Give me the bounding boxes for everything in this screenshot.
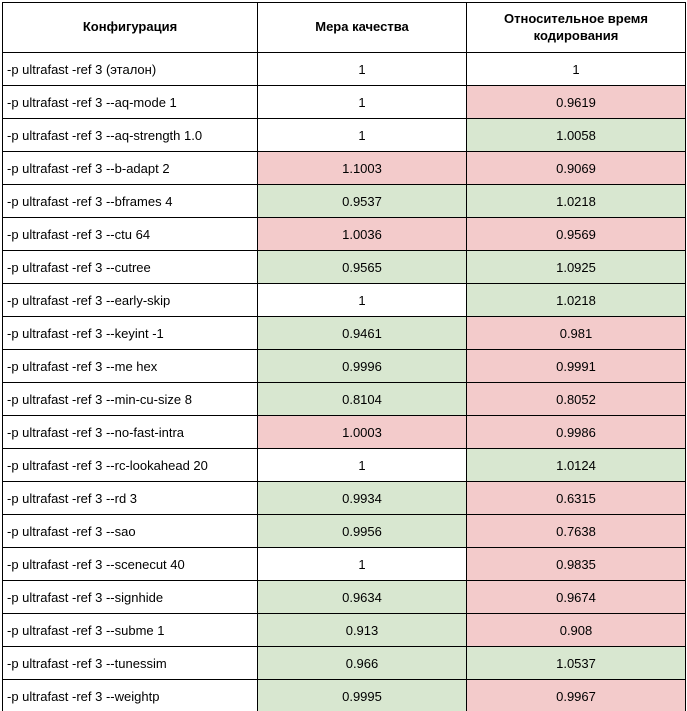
- time-value-cell: 0.7638: [466, 514, 686, 548]
- quality-value-cell: 1: [257, 448, 467, 482]
- time-value-cell: 0.6315: [466, 481, 686, 515]
- config-cell: -p ultrafast -ref 3 --aq-strength 1.0: [2, 118, 258, 152]
- quality-value-cell: 0.8104: [257, 382, 467, 416]
- table-row: -p ultrafast -ref 3 --cutree 0.9565 1.0925: [2, 250, 686, 284]
- time-value-cell: 0.9986: [466, 415, 686, 449]
- time-value-cell: 0.908: [466, 613, 686, 647]
- table-row: -p ultrafast -ref 3 --aq-strength 1.0 1 1.…: [2, 118, 686, 152]
- config-cell: -p ultrafast -ref 3 --weightp: [2, 679, 258, 711]
- config-cell: -p ultrafast -ref 3 --me hex: [2, 349, 258, 383]
- table-row: -p ultrafast -ref 3 (эталон) 1 1: [2, 52, 686, 86]
- table-row: -p ultrafast -ref 3 --me hex 0.9996 0.9991: [2, 349, 686, 383]
- table-row: -p ultrafast -ref 3 --subme 1 0.913 0.908: [2, 613, 686, 647]
- time-value-cell: 0.9967: [466, 679, 686, 711]
- time-value-cell: 1.0218: [466, 283, 686, 317]
- table-row: -p ultrafast -ref 3 --no-fast-intra 1.000…: [2, 415, 686, 449]
- config-cell: -p ultrafast -ref 3 --signhide: [2, 580, 258, 614]
- table-row: -p ultrafast -ref 3 --tunessim 0.966 1.053…: [2, 646, 686, 680]
- quality-value-cell: 1.0003: [257, 415, 467, 449]
- time-value-cell: 0.981: [466, 316, 686, 350]
- config-cell: -p ultrafast -ref 3 --scenecut 40: [2, 547, 258, 581]
- config-cell: -p ultrafast -ref 3 --keyint -1: [2, 316, 258, 350]
- quality-value-cell: 1: [257, 547, 467, 581]
- config-cell: -p ultrafast -ref 3 --b-adapt 2: [2, 151, 258, 185]
- table-row: -p ultrafast -ref 3 --rc-lookahead 20 1 1.…: [2, 448, 686, 482]
- table-row: -p ultrafast -ref 3 --min-cu-size 8 0.810…: [2, 382, 686, 416]
- config-cell: -p ultrafast -ref 3 --subme 1: [2, 613, 258, 647]
- quality-value-cell: 0.9565: [257, 250, 467, 284]
- time-value-cell: 1.0925: [466, 250, 686, 284]
- time-value-cell: 1.0218: [466, 184, 686, 218]
- quality-value-cell: 0.9537: [257, 184, 467, 218]
- quality-value-cell: 1: [257, 52, 467, 86]
- quality-value-cell: 0.9634: [257, 580, 467, 614]
- config-cell: -p ultrafast -ref 3 --tunessim: [2, 646, 258, 680]
- quality-value-cell: 0.9461: [257, 316, 467, 350]
- config-cell: -p ultrafast -ref 3 --min-cu-size 8: [2, 382, 258, 416]
- quality-value-cell: 0.9956: [257, 514, 467, 548]
- quality-value-cell: 1.0036: [257, 217, 467, 251]
- config-cell: -p ultrafast -ref 3 --ctu 64: [2, 217, 258, 251]
- table-row: -p ultrafast -ref 3 --keyint -1 0.9461 0.9…: [2, 316, 686, 350]
- table-row: -p ultrafast -ref 3 --aq-mode 1 1 0.9619: [2, 85, 686, 119]
- time-value-cell: 1.0058: [466, 118, 686, 152]
- time-value-cell: 1.0124: [466, 448, 686, 482]
- time-value-cell: 1.0537: [466, 646, 686, 680]
- table-row: -p ultrafast -ref 3 --sao 0.9956 0.7638: [2, 514, 686, 548]
- time-value-cell: 0.9619: [466, 85, 686, 119]
- time-value-cell: 0.9069: [466, 151, 686, 185]
- quality-value-cell: 0.966: [257, 646, 467, 680]
- column-header-relative-encoding-time: Относительное время кодирования: [466, 2, 686, 53]
- table-row: -p ultrafast -ref 3 --signhide 0.9634 0.96…: [2, 580, 686, 614]
- quality-value-cell: 0.913: [257, 613, 467, 647]
- table-row: -p ultrafast -ref 3 --bframes 4 0.9537 1.0…: [2, 184, 686, 218]
- table-body: -p ultrafast -ref 3 (эталон) 1 1 -p ultrafa…: [2, 52, 686, 711]
- quality-value-cell: 1: [257, 118, 467, 152]
- quality-value-cell: 0.9996: [257, 349, 467, 383]
- table-row: -p ultrafast -ref 3 --rd 3 0.9934 0.6315: [2, 481, 686, 515]
- quality-value-cell: 1.1003: [257, 151, 467, 185]
- table-row: -p ultrafast -ref 3 --scenecut 40 1 0.9835: [2, 547, 686, 581]
- time-value-cell: 0.9835: [466, 547, 686, 581]
- config-cell: -p ultrafast -ref 3 (эталон): [2, 52, 258, 86]
- column-header-configuration: Конфигурация: [2, 2, 258, 53]
- config-cell: -p ultrafast -ref 3 --bframes 4: [2, 184, 258, 218]
- header-row: Конфигурация Мера качества Относительное…: [2, 2, 686, 53]
- config-cell: -p ultrafast -ref 3 --rd 3: [2, 481, 258, 515]
- table-row: -p ultrafast -ref 3 --early-skip 1 1.0218: [2, 283, 686, 317]
- time-value-cell: 0.9674: [466, 580, 686, 614]
- table-header: Конфигурация Мера качества Относительное…: [2, 2, 686, 53]
- time-value-cell: 0.9569: [466, 217, 686, 251]
- table-row: -p ultrafast -ref 3 --weightp 0.9995 0.996…: [2, 679, 686, 711]
- quality-value-cell: 1: [257, 283, 467, 317]
- time-value-cell: 1: [466, 52, 686, 86]
- time-value-cell: 0.9991: [466, 349, 686, 383]
- table-row: -p ultrafast -ref 3 --b-adapt 2 1.1003 0.9…: [2, 151, 686, 185]
- config-cell: -p ultrafast -ref 3 --rc-lookahead 20: [2, 448, 258, 482]
- config-cell: -p ultrafast -ref 3 --cutree: [2, 250, 258, 284]
- config-cell: -p ultrafast -ref 3 --no-fast-intra: [2, 415, 258, 449]
- quality-value-cell: 0.9995: [257, 679, 467, 711]
- config-cell: -p ultrafast -ref 3 --aq-mode 1: [2, 85, 258, 119]
- time-value-cell: 0.8052: [466, 382, 686, 416]
- quality-value-cell: 0.9934: [257, 481, 467, 515]
- column-header-quality-measure: Мера качества: [257, 2, 467, 53]
- table-row: -p ultrafast -ref 3 --ctu 64 1.0036 0.9569: [2, 217, 686, 251]
- config-cell: -p ultrafast -ref 3 --early-skip: [2, 283, 258, 317]
- config-cell: -p ultrafast -ref 3 --sao: [2, 514, 258, 548]
- quality-value-cell: 1: [257, 85, 467, 119]
